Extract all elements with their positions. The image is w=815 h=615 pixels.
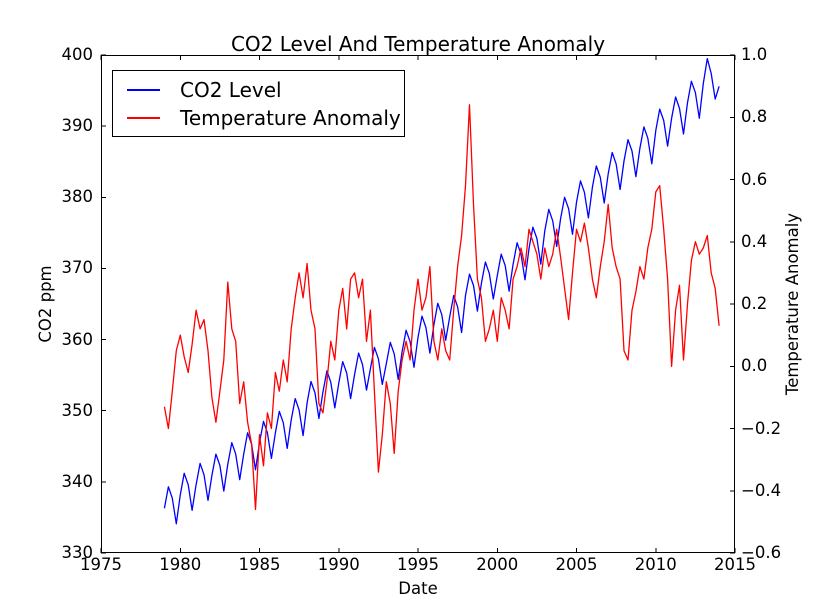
y-axis-label-right: Temperature Anomaly bbox=[782, 212, 802, 396]
co2-line bbox=[163, 57, 720, 525]
x-tick-label: 1980 bbox=[159, 555, 202, 574]
y-tick-label-right: 0.0 bbox=[741, 356, 768, 375]
plot-svg bbox=[100, 54, 736, 554]
y-tick-label-right: 0.8 bbox=[741, 107, 768, 126]
legend-label-temperature: Temperature Anomaly bbox=[180, 106, 401, 130]
y-tick-label-left: 350 bbox=[61, 400, 94, 420]
x-tick-label: 1975 bbox=[80, 555, 122, 574]
x-tick-label: 2000 bbox=[476, 555, 519, 574]
legend-label-co2: CO2 Level bbox=[180, 78, 282, 102]
legend: CO2 Level Temperature Anomaly bbox=[112, 70, 405, 137]
x-tick-label: 2005 bbox=[555, 555, 598, 574]
y-tick-label-left: 340 bbox=[61, 471, 94, 491]
y-tick-label-right: −0.4 bbox=[741, 480, 782, 500]
y-tick-label-right: 1.0 bbox=[741, 44, 768, 64]
y-tick-label-right: −0.6 bbox=[741, 542, 782, 562]
y-tick-label-left: 400 bbox=[61, 44, 94, 64]
temperature-line bbox=[163, 104, 720, 511]
y-tick-label-left: 380 bbox=[61, 187, 94, 207]
x-tick-label: 1995 bbox=[397, 555, 439, 574]
y-tick-label-left: 360 bbox=[61, 329, 94, 349]
y-tick-label-right: 0.4 bbox=[741, 231, 768, 251]
x-tick-label: 2015 bbox=[714, 555, 756, 574]
legend-row-temperature: Temperature Anomaly bbox=[113, 104, 404, 132]
legend-row-co2: CO2 Level bbox=[113, 76, 404, 104]
x-tick-label: 1985 bbox=[238, 555, 281, 574]
axes-spines bbox=[101, 55, 735, 553]
y-tick-label-right: 0.6 bbox=[741, 169, 768, 189]
y-tick-label-left: 390 bbox=[61, 115, 94, 135]
plot-area bbox=[100, 54, 736, 554]
legend-line-sample-temperature bbox=[127, 117, 160, 119]
y-tick-label-right: −0.2 bbox=[741, 418, 782, 438]
x-tick-label: 2010 bbox=[634, 555, 677, 574]
x-axis-label: Date bbox=[398, 579, 438, 598]
plot-title: CO2 Level And Temperature Anomaly bbox=[230, 32, 606, 56]
y-tick-label-right: 0.2 bbox=[741, 293, 768, 313]
y-tick-label-left: 330 bbox=[61, 542, 94, 562]
y-tick-label-left: 370 bbox=[61, 258, 94, 278]
x-tick-label: 1990 bbox=[317, 555, 360, 574]
legend-line-sample-co2 bbox=[127, 89, 160, 91]
